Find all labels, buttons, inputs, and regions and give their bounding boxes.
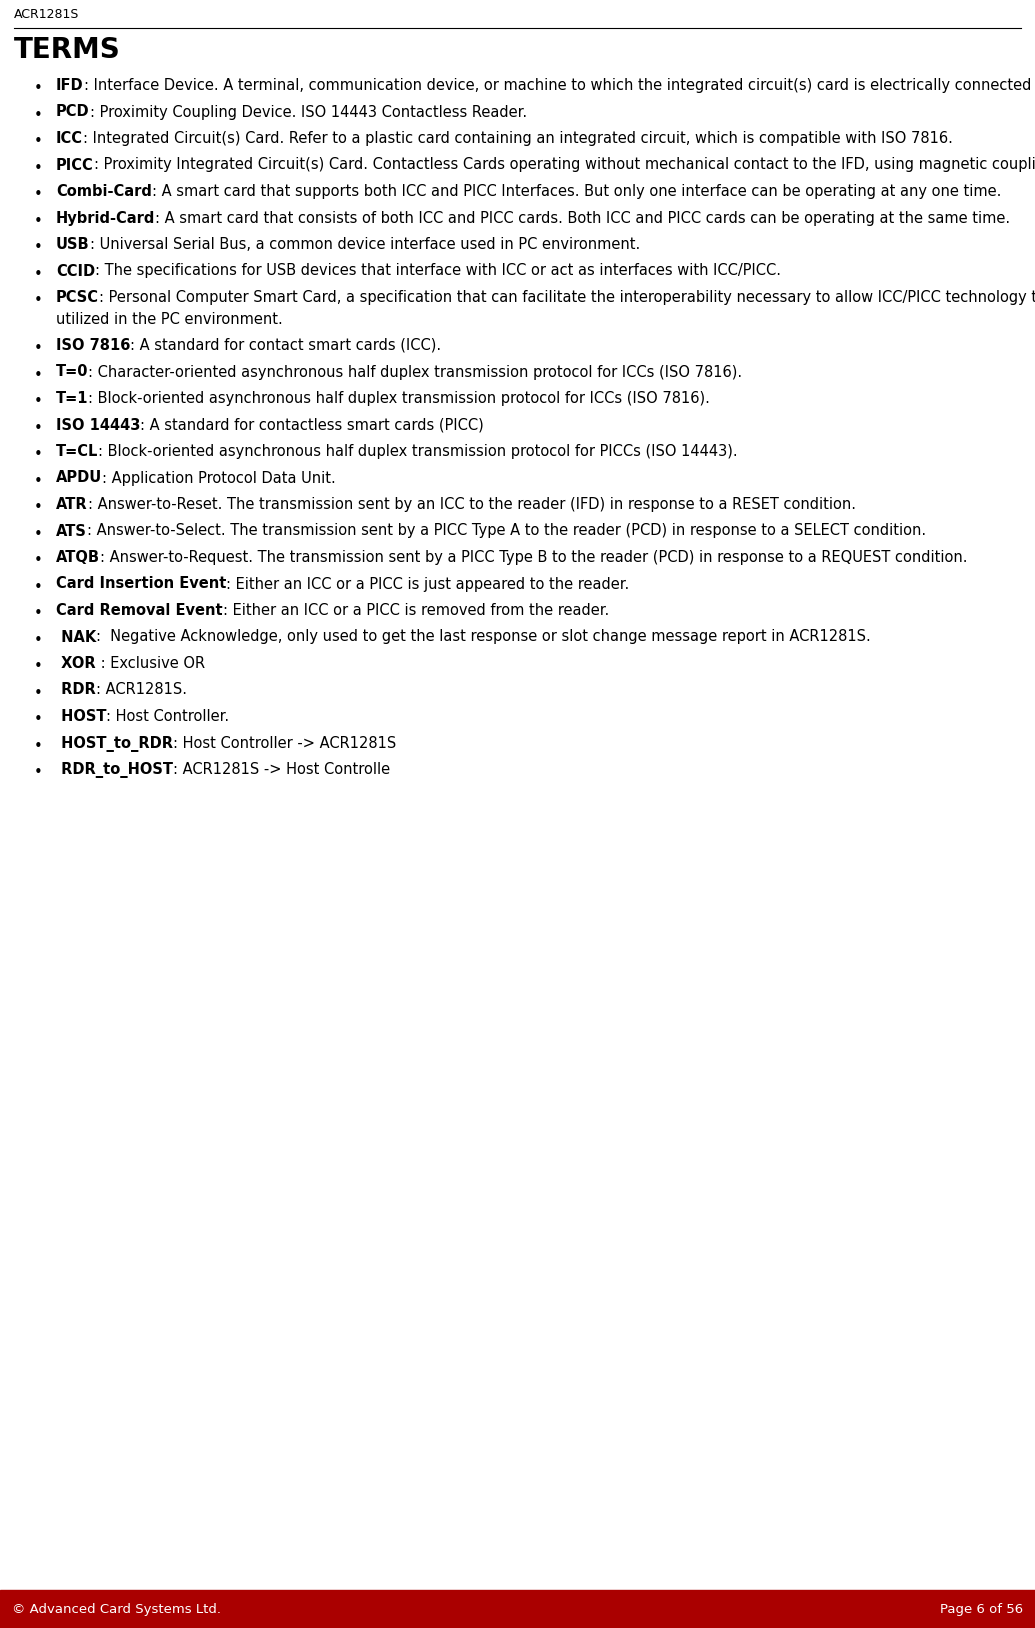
Text: : Answer-to-Request. The transmission sent by a PICC Type B to the reader (PCD) : : Answer-to-Request. The transmission se… <box>100 550 968 565</box>
Text: : A smart card that supports both ICC and PICC Interfaces. But only one interfac: : A smart card that supports both ICC an… <box>152 184 1001 199</box>
Text: T=1: T=1 <box>56 391 89 405</box>
Text: : Either an ICC or a PICC is just appeared to the reader.: : Either an ICC or a PICC is just appear… <box>227 576 629 591</box>
Text: : Block-oriented asynchronous half duplex transmission protocol for PICCs (ISO 1: : Block-oriented asynchronous half duple… <box>98 444 738 459</box>
Text: utilized in the PC environment.: utilized in the PC environment. <box>56 311 283 327</box>
Text: •: • <box>33 685 42 700</box>
Text: •: • <box>33 527 42 542</box>
Text: T=CL: T=CL <box>56 444 98 459</box>
Text: : Block-oriented asynchronous half duplex transmission protocol for ICCs (ISO 78: : Block-oriented asynchronous half duple… <box>89 391 710 405</box>
Text: •: • <box>33 711 42 728</box>
Text: : Application Protocol Data Unit.: : Application Protocol Data Unit. <box>102 470 336 485</box>
Text: : Answer-to-Select. The transmission sent by a PICC Type A to the reader (PCD) i: : Answer-to-Select. The transmission sen… <box>87 524 926 539</box>
Text: Card Insertion Event: Card Insertion Event <box>56 576 227 591</box>
Text: •: • <box>33 81 42 96</box>
Text: PICC: PICC <box>56 158 94 173</box>
Text: PCSC: PCSC <box>56 290 99 304</box>
Text: : Host Controller.: : Host Controller. <box>107 710 230 724</box>
Text: •: • <box>33 107 42 122</box>
Text: •: • <box>33 293 42 308</box>
Text: Page 6 of 56: Page 6 of 56 <box>940 1602 1023 1615</box>
Text: T=0: T=0 <box>56 365 89 379</box>
Text: ATR: ATR <box>56 497 88 511</box>
Text: : Integrated Circuit(s) Card. Refer to a plastic card containing an integrated c: : Integrated Circuit(s) Card. Refer to a… <box>83 130 953 147</box>
Text: •: • <box>33 739 42 754</box>
Text: ICC: ICC <box>56 130 83 147</box>
Text: •: • <box>33 659 42 674</box>
Text: :  Negative Acknowledge, only used to get the last response or slot change messa: : Negative Acknowledge, only used to get… <box>96 630 871 645</box>
Text: •: • <box>33 133 42 150</box>
Text: HOST: HOST <box>56 710 107 724</box>
Text: •: • <box>33 420 42 436</box>
Text: : Answer-to-Reset. The transmission sent by an ICC to the reader (IFD) in respon: : Answer-to-Reset. The transmission sent… <box>88 497 856 511</box>
Text: •: • <box>33 765 42 780</box>
Text: •: • <box>33 580 42 594</box>
Text: •: • <box>33 606 42 622</box>
Text: •: • <box>33 500 42 514</box>
Text: USB: USB <box>56 238 90 252</box>
Text: IFD: IFD <box>56 78 84 93</box>
Text: •: • <box>33 161 42 176</box>
Text: •: • <box>33 554 42 568</box>
Text: XOR: XOR <box>56 656 95 671</box>
Text: : Interface Device. A terminal, communication device, or machine to which the in: : Interface Device. A terminal, communic… <box>84 78 1035 93</box>
Text: ATS: ATS <box>56 524 87 539</box>
Text: •: • <box>33 633 42 648</box>
Text: APDU: APDU <box>56 470 102 485</box>
Text: : Host Controller -> ACR1281S: : Host Controller -> ACR1281S <box>173 736 396 751</box>
Bar <box>0 1591 1035 1628</box>
Text: •: • <box>33 342 42 357</box>
Text: : A smart card that consists of both ICC and PICC cards. Both ICC and PICC cards: : A smart card that consists of both ICC… <box>155 210 1010 226</box>
Text: : Proximity Coupling Device. ISO 14443 Contactless Reader.: : Proximity Coupling Device. ISO 14443 C… <box>90 104 527 119</box>
Text: •: • <box>33 213 42 228</box>
Text: Combi-Card: Combi-Card <box>56 184 152 199</box>
Text: HOST_to_RDR: HOST_to_RDR <box>56 736 173 752</box>
Text: : Character-oriented asynchronous half duplex transmission protocol for ICCs (IS: : Character-oriented asynchronous half d… <box>89 365 743 379</box>
Text: •: • <box>33 448 42 462</box>
Text: •: • <box>33 394 42 409</box>
Text: : A standard for contactless smart cards (PICC): : A standard for contactless smart cards… <box>141 417 484 433</box>
Text: PCD: PCD <box>56 104 90 119</box>
Text: •: • <box>33 368 42 383</box>
Text: •: • <box>33 241 42 256</box>
Text: : ACR1281S.: : ACR1281S. <box>96 682 186 697</box>
Text: •: • <box>33 474 42 488</box>
Text: RDR: RDR <box>56 682 96 697</box>
Text: : Personal Computer Smart Card, a specification that can facilitate the interope: : Personal Computer Smart Card, a specif… <box>99 290 1035 304</box>
Text: NAK: NAK <box>56 630 96 645</box>
Text: CCID: CCID <box>56 264 95 278</box>
Text: : Either an ICC or a PICC is removed from the reader.: : Either an ICC or a PICC is removed fro… <box>223 602 609 619</box>
Text: •: • <box>33 187 42 202</box>
Text: RDR_to_HOST: RDR_to_HOST <box>56 762 173 778</box>
Text: Card Removal Event: Card Removal Event <box>56 602 223 619</box>
Text: ACR1281S: ACR1281S <box>14 8 80 21</box>
Text: ISO 7816: ISO 7816 <box>56 339 130 353</box>
Text: : Exclusive OR: : Exclusive OR <box>95 656 205 671</box>
Text: TERMS: TERMS <box>14 36 121 63</box>
Text: Hybrid-Card: Hybrid-Card <box>56 210 155 226</box>
Text: •: • <box>33 267 42 282</box>
Text: : ACR1281S -> Host Controlle: : ACR1281S -> Host Controlle <box>173 762 390 777</box>
Text: : A standard for contact smart cards (ICC).: : A standard for contact smart cards (IC… <box>130 339 442 353</box>
Text: : Universal Serial Bus, a common device interface used in PC environment.: : Universal Serial Bus, a common device … <box>90 238 640 252</box>
Text: ISO 14443: ISO 14443 <box>56 417 141 433</box>
Text: : Proximity Integrated Circuit(s) Card. Contactless Cards operating without mech: : Proximity Integrated Circuit(s) Card. … <box>94 158 1035 173</box>
Text: © Advanced Card Systems Ltd.: © Advanced Card Systems Ltd. <box>12 1602 221 1615</box>
Text: : The specifications for USB devices that interface with ICC or act as interface: : The specifications for USB devices tha… <box>95 264 781 278</box>
Text: ATQB: ATQB <box>56 550 100 565</box>
